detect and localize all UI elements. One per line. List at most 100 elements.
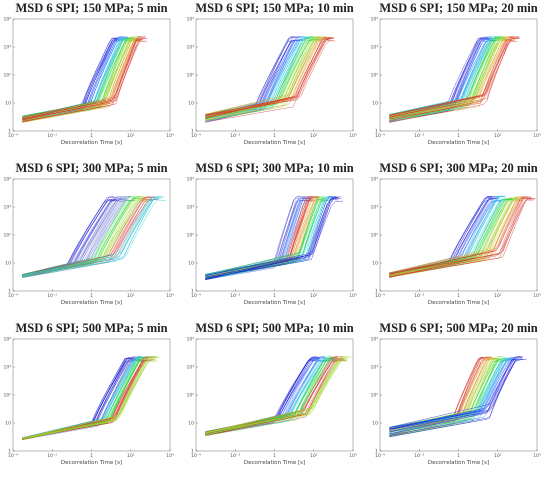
chart-plot: 10⁻⁴ 10⁻² 1 10² 10⁴ 1 10 10² 10³ 10⁴ Decorrelation… <box>3 337 173 467</box>
y-tick-label: 1 <box>375 449 378 455</box>
chart-plot: 10⁻⁴ 10⁻² 1 10² 10⁴ 1 10 10² 10³ 10⁴ Decorrelation… <box>370 337 540 467</box>
y-tick-label: 1 <box>375 289 378 295</box>
chart-title: MSD 6 SPI; 500 MPa; 20 min <box>379 321 538 335</box>
msd-curve <box>205 196 342 276</box>
y-tick-label: 10⁴ <box>186 17 194 23</box>
x-tick-label: 10⁴ <box>166 133 174 139</box>
msd-curve <box>22 360 158 439</box>
axes-frame <box>195 338 354 452</box>
y-tick-label: 10⁴ <box>370 177 378 183</box>
curve-group <box>205 36 336 123</box>
msd-curve <box>205 358 346 436</box>
msd-curve <box>22 356 142 440</box>
msd-curve <box>22 36 146 121</box>
chart-panel: MSD 6 SPI; 300 MPa; 5 min 10⁻⁴ 10⁻² 1 10² 10⁴… <box>0 160 183 320</box>
msd-curve <box>205 38 335 118</box>
y-tick-label: 10⁴ <box>3 337 11 343</box>
x-tick-label: 10⁻² <box>230 293 240 299</box>
msd-curve <box>205 37 332 123</box>
msd-curve <box>22 197 153 278</box>
msd-curve <box>389 38 520 116</box>
x-tick-label: 10⁻⁴ <box>191 133 201 139</box>
msd-curve <box>22 40 148 121</box>
x-tick-label: 10⁴ <box>533 133 541 139</box>
y-tick-label: 10² <box>370 233 378 239</box>
msd-curve <box>389 357 518 430</box>
msd-curve <box>22 39 144 118</box>
x-tick-label: 10² <box>310 453 318 459</box>
x-tick-label: 1 <box>457 133 460 139</box>
y-tick-label: 10³ <box>186 45 194 51</box>
x-tick-label: 10⁴ <box>349 293 357 299</box>
chart-panel: MSD 6 SPI; 150 MPa; 5 min 10⁻⁴ 10⁻² 1 10² 10⁴… <box>0 0 183 160</box>
chart-title: MSD 6 SPI; 300 MPa; 5 min <box>15 161 168 175</box>
msd-curve <box>389 36 516 118</box>
x-tick-label: 10⁴ <box>533 293 541 299</box>
msd-curve <box>205 196 300 275</box>
y-tick-label: 10 <box>372 101 378 107</box>
x-tick-label: 10⁻⁴ <box>8 293 18 299</box>
x-tick-label: 10⁻⁴ <box>375 133 385 139</box>
y-tick-label: 1 <box>8 289 11 295</box>
msd-curve <box>389 356 523 428</box>
x-tick-label: 10⁻⁴ <box>191 293 201 299</box>
chart-panel: MSD 6 SPI; 150 MPa; 20 min 10⁻⁴ 10⁻² 1 10² 10… <box>367 0 550 160</box>
y-tick-label: 10 <box>188 101 194 107</box>
y-tick-label: 10⁴ <box>3 17 11 23</box>
y-tick-label: 10 <box>188 261 194 267</box>
x-tick-label: 10² <box>127 453 135 459</box>
msd-curve <box>205 38 334 116</box>
x-tick-label: 10⁻⁴ <box>8 453 18 459</box>
y-tick-label: 10³ <box>186 365 194 371</box>
msd-curve <box>389 197 535 278</box>
msd-curve <box>389 200 522 276</box>
chart-title: MSD 6 SPI; 500 MPa; 5 min <box>15 321 168 335</box>
msd-curve <box>205 357 342 433</box>
msd-curve <box>205 38 324 115</box>
msd-curve <box>205 196 339 276</box>
x-tick-label: 10⁴ <box>349 453 357 459</box>
x-axis-label: Decorrelation Time [s] <box>244 460 305 466</box>
chart-panel: MSD 6 SPI; 300 MPa; 10 min 10⁻⁴ 10⁻² 1 10² 10… <box>183 160 366 320</box>
chart-plot: 10⁻⁴ 10⁻² 1 10² 10⁴ 1 10 10² 10³ 10⁴ Decorrelation… <box>3 177 173 307</box>
y-tick-label: 10 <box>372 421 378 427</box>
msd-curve <box>22 357 157 439</box>
msd-curve <box>389 359 527 428</box>
x-tick-label: 10² <box>494 293 502 299</box>
chart-title: MSD 6 SPI; 300 MPa; 20 min <box>379 161 538 175</box>
x-tick-label: 10² <box>127 133 135 139</box>
msd-curve <box>389 358 509 428</box>
y-tick-label: 1 <box>191 449 194 455</box>
x-tick-label: 1 <box>90 133 93 139</box>
y-tick-label: 10² <box>370 393 378 399</box>
msd-curve <box>22 196 136 275</box>
chart-title: MSD 6 SPI; 300 MPa; 10 min <box>195 161 354 175</box>
chart-plot: 10⁻⁴ 10⁻² 1 10² 10⁴ 1 10 10² 10³ 10⁴ Decorrelation… <box>370 177 541 307</box>
y-tick-label: 10 <box>5 261 11 267</box>
msd-curve <box>389 199 531 278</box>
msd-curve <box>389 39 500 115</box>
x-tick-label: 1 <box>273 453 276 459</box>
chart-plot: 10⁻⁴ 10⁻² 1 10² 10⁴ 1 10 10² 10³ 10⁴ Decorrelation… <box>186 337 357 467</box>
chart-panel: MSD 6 SPI; 300 MPa; 20 min 10⁻⁴ 10⁻² 1 10² 10… <box>367 160 550 320</box>
x-tick-label: 1 <box>273 293 276 299</box>
x-tick-label: 10⁻² <box>414 453 424 459</box>
x-tick-label: 10² <box>494 133 502 139</box>
y-tick-label: 10² <box>3 73 11 79</box>
curve-group <box>205 355 353 436</box>
x-axis-label: Decorrelation Time [s] <box>61 460 122 466</box>
x-tick-label: 1 <box>457 293 460 299</box>
msd-curve <box>389 359 517 433</box>
chart-panel: MSD 6 SPI; 150 MPa; 10 min 10⁻⁴ 10⁻² 1 10² 10… <box>183 0 366 160</box>
chart-plot: 10⁻⁴ 10⁻² 1 10² 10⁴ 1 10 10² 10³ 10⁴ Decorrelation… <box>186 177 357 307</box>
x-tick-label: 10⁻⁴ <box>191 453 201 459</box>
y-tick-label: 10² <box>3 393 11 399</box>
chart-panel: MSD 6 SPI; 500 MPa; 20 min 10⁻⁴ 10⁻² 1 10² 10… <box>367 320 550 480</box>
y-tick-label: 10 <box>5 421 11 427</box>
msd-curve <box>205 355 343 436</box>
y-tick-label: 10² <box>186 393 194 399</box>
y-tick-label: 1 <box>375 129 378 135</box>
x-axis-label: Decorrelation Time [s] <box>61 140 122 146</box>
x-axis-label: Decorrelation Time [s] <box>244 300 305 306</box>
x-tick-label: 1 <box>90 293 93 299</box>
